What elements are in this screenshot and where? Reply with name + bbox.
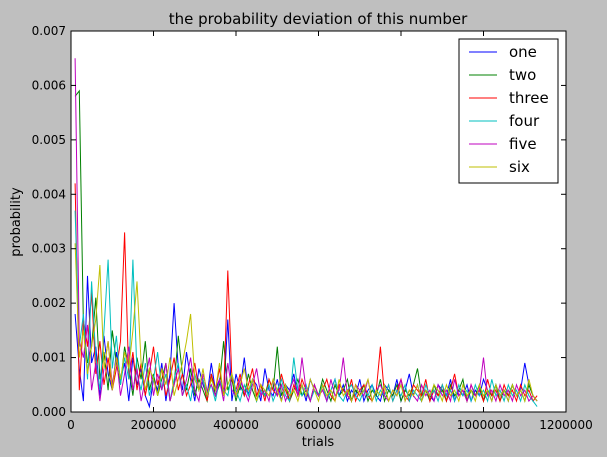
x-tick-label: 0 [67, 418, 75, 432]
y-tick-label: 0.003 [32, 242, 66, 256]
legend-box [458, 38, 559, 184]
x-tick-label: 800000 [378, 418, 424, 432]
legend-label-one: one [509, 43, 537, 61]
ticks-layer: 0 200000 400000 600000 800000 1000000 1200000 0… [32, 24, 593, 432]
y-tick-label: 0.000 [32, 405, 66, 419]
y-tick-label: 0.005 [32, 133, 66, 147]
y-tick-label: 0.006 [32, 78, 66, 92]
y-tick-label: 0.001 [32, 351, 66, 365]
y-tick-label: 0.004 [32, 187, 66, 201]
y-tick-label: 0.007 [32, 24, 66, 38]
series-layer [74, 58, 538, 409]
legend-label-three: three [509, 89, 549, 107]
x-tick-label: 1200000 [539, 418, 592, 432]
series-line-one [74, 275, 538, 409]
legend-label-five: five [509, 135, 537, 153]
chart-title: the probability deviation of this number [169, 10, 468, 28]
legend: one two three four five six [458, 38, 559, 184]
y-tick-label: 0.002 [32, 296, 66, 310]
x-tick-label: 200000 [131, 418, 177, 432]
x-axis-label: trials [302, 435, 335, 450]
x-tick-label: 400000 [213, 418, 259, 432]
legend-label-two: two [509, 66, 536, 84]
y-axis-label: probability [9, 187, 24, 257]
legend-label-four: four [509, 112, 540, 130]
x-tick-label: 600000 [296, 418, 342, 432]
series-line-six [74, 243, 538, 403]
x-tick-label: 1000000 [457, 418, 510, 432]
legend-label-six: six [509, 158, 530, 176]
